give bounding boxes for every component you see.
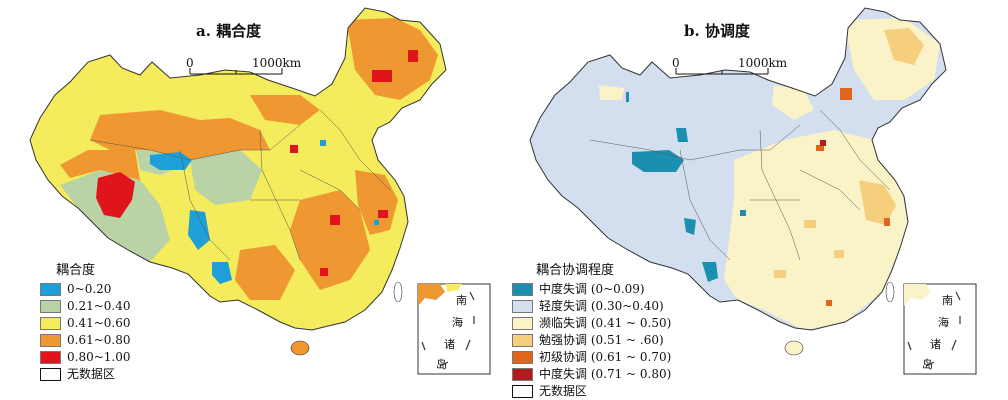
legend-item: 0.61~0.80 — [40, 332, 131, 349]
hainan-island — [290, 340, 310, 356]
legend-label: 中度失调 (0.71 ~ 0.80) — [539, 367, 672, 381]
inset-label: 岛 — [436, 358, 447, 371]
legend-swatch — [512, 351, 533, 364]
legend-swatch — [40, 334, 61, 347]
legend-label: 无数据区 — [539, 384, 588, 398]
scale-bar — [189, 68, 283, 75]
legend-label: 0~0.20 — [67, 282, 112, 296]
scale-bar — [675, 68, 769, 75]
legend-swatch — [512, 317, 533, 330]
legend-item: 勉强协调 (0.51 ~ .60) — [512, 332, 671, 349]
legend-swatch — [512, 385, 533, 398]
legend-item: 中度失调 (0.71 ~ 0.80) — [512, 366, 671, 383]
legend-swatch — [512, 334, 533, 347]
map-panel-coordination: b. 协调度 0 1000km 耦合协调程度 中度失调 (0~0.09) 轻度失… — [504, 0, 1008, 400]
legend-item: 轻度失调 (0.30~0.40) — [512, 298, 671, 315]
south-china-sea-inset — [417, 283, 491, 375]
legend-title: 耦合度 — [56, 263, 96, 278]
legend-swatch — [40, 317, 61, 330]
legend-label: 无数据区 — [67, 367, 116, 381]
legend-swatch — [512, 368, 533, 381]
inset-label: 南 — [942, 294, 953, 307]
legend-label: 0.41~0.60 — [67, 316, 131, 330]
legend-item: 0~0.20 — [40, 281, 131, 298]
panel-title: a. 耦合度 — [196, 22, 262, 40]
coordination-map — [529, 7, 977, 375]
legend-item: 中度失调 (0~0.09) — [512, 281, 671, 298]
hainan-island — [784, 340, 804, 356]
legend-label: 轻度失调 (0.30~0.40) — [539, 299, 664, 313]
map-legend: 耦合度 0~0.20 0.21~0.40 0.41~0.60 0.61~0.80… — [40, 262, 131, 383]
legend-swatch — [40, 300, 61, 313]
taiwan-island — [885, 281, 895, 303]
legend-item: 濒临失调 (0.41 ~ 0.50) — [512, 315, 671, 332]
inset-label: 海 — [452, 316, 463, 329]
inset-label: 诸 — [930, 338, 941, 351]
inset-label: 海 — [938, 316, 949, 329]
legend-label: 0.21~0.40 — [67, 299, 131, 313]
legend-label: 濒临失调 (0.41 ~ 0.50) — [539, 316, 672, 330]
legend-item: 0.21~0.40 — [40, 298, 131, 315]
scale-distance: 1000km — [252, 56, 302, 70]
legend-label: 0.80~1.00 — [67, 350, 131, 364]
legend-item: 无数据区 — [40, 366, 131, 383]
legend-label: 0.61~0.80 — [67, 333, 131, 347]
legend-swatch — [40, 283, 61, 296]
legend-swatch — [512, 283, 533, 296]
legend-title: 耦合协调程度 — [536, 263, 615, 278]
legend-label: 初级协调 (0.61 ~ 0.70) — [539, 350, 672, 364]
map-panel-coupling: a. 耦合度 0 1000km 耦合度 0~0.20 0.21~0.40 0.4… — [29, 7, 491, 383]
legend-swatch — [40, 351, 61, 364]
legend-swatch — [40, 368, 61, 381]
map-regions — [60, 18, 438, 300]
scale-zero: 0 — [186, 56, 194, 70]
legend-item: 0.41~0.60 — [40, 315, 131, 332]
map-regions — [564, 18, 940, 330]
legend-label: 勉强协调 (0.51 ~ .60) — [539, 333, 664, 347]
scale-zero: 0 — [672, 56, 680, 70]
legend-item: 无数据区 — [512, 383, 671, 400]
south-china-sea-inset — [903, 283, 977, 375]
panel-title: b. 协调度 — [684, 22, 750, 40]
inset-label: 诸 — [444, 338, 455, 351]
legend-item: 初级协调 (0.61 ~ 0.70) — [512, 349, 671, 366]
legend-swatch — [512, 300, 533, 313]
coupling-map — [29, 7, 491, 375]
legend-label: 中度失调 (0~0.09) — [539, 282, 645, 296]
legend-item: 0.80~1.00 — [40, 349, 131, 366]
scale-distance: 1000km — [738, 56, 788, 70]
inset-label: 岛 — [922, 358, 933, 371]
inset-label: 南 — [456, 294, 467, 307]
map-legend: 耦合协调程度 中度失调 (0~0.09) 轻度失调 (0.30~0.40) 濒临… — [512, 262, 671, 400]
taiwan-island — [393, 281, 403, 303]
